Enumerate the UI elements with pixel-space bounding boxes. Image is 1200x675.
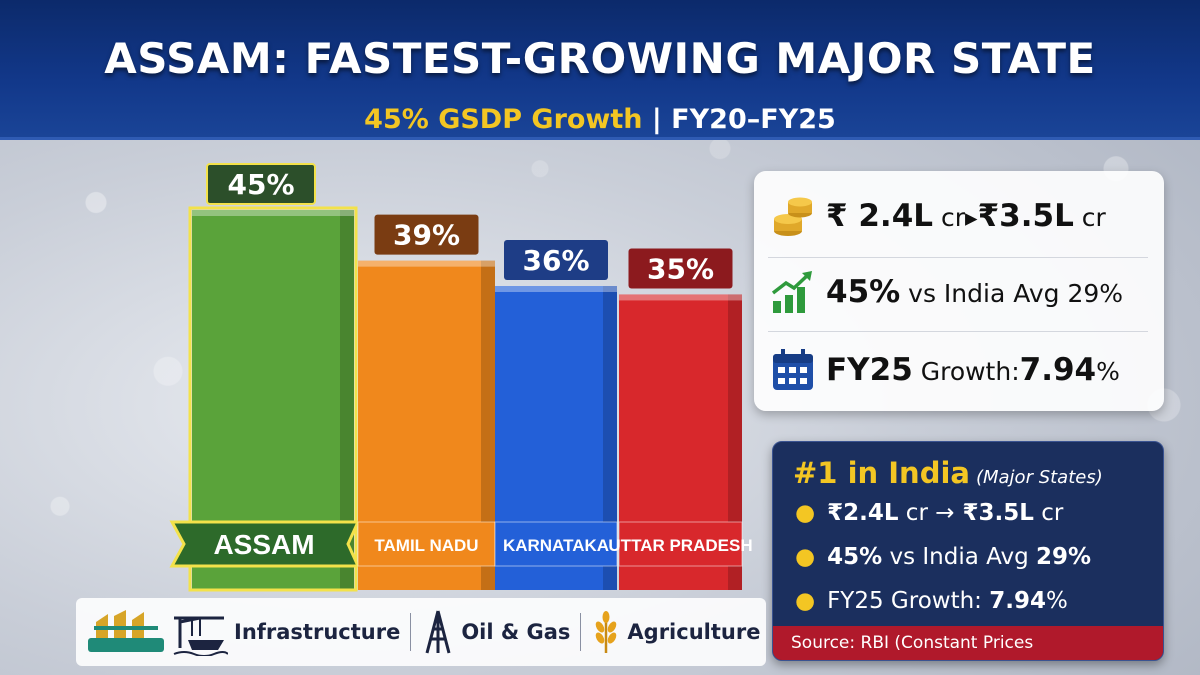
value-label: 36% xyxy=(522,244,589,277)
sector-infrastructure: Infrastructure xyxy=(170,598,400,666)
bar-top-highlight xyxy=(192,210,354,216)
rank-india-avg: 29% xyxy=(1036,544,1092,570)
stat-row-gsdp: ₹ 2.4L cr▸₹3.5L cr xyxy=(770,193,1155,239)
rank-gsdp-to: ₹3.5L xyxy=(954,500,1034,526)
rank-heading: #1 in India (Major States) xyxy=(793,456,1103,490)
rank-item-fy25: ● FY25 Growth: 7.94% xyxy=(795,588,1068,614)
stat-row-vs-india: 45% vs India Avg 29% xyxy=(770,269,1155,315)
rank-gsdp-to-unit: cr xyxy=(1033,500,1064,526)
growth-bar-chart: 45% ASSAM 39% TAMIL NADU 36% KARNATAKA 35% UTTA… xyxy=(169,163,753,592)
stat-row-fy25: FY25 Growth:7.94% xyxy=(770,347,1155,393)
crane-ship-icon xyxy=(173,616,228,656)
bullet-icon: ● xyxy=(795,500,816,526)
rank-card: #1 in India (Major States) ● ₹2.4L cr → ₹3… xyxy=(772,441,1164,661)
sector-strip: Infrastructure Oil & Gas Agriculture xyxy=(76,598,766,666)
value-label-box xyxy=(628,248,733,289)
rank-title: #1 in India xyxy=(793,456,970,490)
value-label-box xyxy=(504,240,608,280)
category-label: UTTAR PRADESH xyxy=(608,536,752,555)
vs-india-text: vs India Avg xyxy=(900,279,1068,308)
fy25-growth-value: 7.94 xyxy=(1019,352,1097,388)
value-label: 45% xyxy=(227,168,294,201)
rank-vs-text: vs India Avg xyxy=(882,544,1037,570)
india-avg-value: 29% xyxy=(1067,279,1124,308)
value-label-box xyxy=(374,214,479,255)
bar-top-highlight xyxy=(619,294,742,301)
subtitle-period: | FY20–FY25 xyxy=(642,104,836,135)
arrow-icon: ▸ xyxy=(965,203,978,232)
arrow-icon: → xyxy=(935,500,955,526)
sector-label-agriculture: Agriculture xyxy=(627,620,761,644)
category-label: KARNATAKA xyxy=(503,536,609,555)
header-banner: ASSAM: FASTEST-GROWING MAJOR STATE 45% G… xyxy=(0,0,1200,140)
sector-label-oil-gas: Oil & Gas xyxy=(461,620,571,644)
separator xyxy=(410,613,412,651)
value-label: 39% xyxy=(393,219,460,252)
rank-item-vs-india: ● 45% vs India Avg 29% xyxy=(795,544,1091,570)
oil-rig-icon xyxy=(425,610,451,654)
rank-fy25-text: FY25 Growth: xyxy=(827,588,990,614)
rank-fy25-unit: % xyxy=(1046,588,1068,614)
wheat-icon xyxy=(596,611,617,653)
coins-icon xyxy=(774,197,812,236)
calendar-icon xyxy=(773,349,813,390)
gsdp-to-unit: cr xyxy=(1073,203,1106,232)
growth-chart-icon xyxy=(771,271,812,313)
sector-agriculture: Agriculture xyxy=(591,598,760,666)
rank-gsdp-unit: cr xyxy=(898,500,936,526)
fy25-label: FY25 xyxy=(826,352,913,388)
divider xyxy=(768,257,1148,258)
fy25-growth-unit: % xyxy=(1096,357,1120,386)
bullet-icon: ● xyxy=(795,588,816,614)
bar-side-shade xyxy=(728,294,742,590)
category-label: TAMIL NADU xyxy=(374,536,478,555)
source-note: Source: RBI (Constant Prices xyxy=(773,626,1163,660)
rank-growth-value: 45% xyxy=(827,544,883,570)
bar-top-highlight xyxy=(495,286,617,292)
stat-card: ₹ 2.4L cr▸₹3.5L cr 45% vs India Avg 29% … xyxy=(754,171,1164,411)
divider xyxy=(768,331,1148,332)
gsdp-from-unit: cr xyxy=(933,203,966,232)
gsdp-to: ₹3.5L xyxy=(977,198,1074,234)
assam-emblem-icon xyxy=(88,610,164,652)
rank-subtitle: (Major States) xyxy=(975,467,1103,488)
bullet-icon: ● xyxy=(795,544,816,570)
category-label: ASSAM xyxy=(213,529,314,560)
rank-fy25-value: 7.94 xyxy=(989,588,1046,614)
sector-oil-gas: Oil & Gas xyxy=(421,598,570,666)
category-ribbon xyxy=(494,521,618,567)
rank-gsdp-from: ₹2.4L xyxy=(827,500,899,526)
bar-side-shade xyxy=(481,260,495,590)
growth-value: 45% xyxy=(826,274,901,310)
bar-top-highlight xyxy=(358,260,495,267)
separator xyxy=(580,613,582,651)
value-label: 35% xyxy=(647,252,714,285)
category-ribbon xyxy=(618,521,743,567)
sector-label-infrastructure: Infrastructure xyxy=(234,620,401,644)
rank-item-gsdp: ● ₹2.4L cr → ₹3.5L cr xyxy=(795,500,1063,526)
page-subtitle: 45% GSDP Growth | FY20–FY25 xyxy=(0,104,1200,135)
fy25-growth-text: Growth: xyxy=(912,357,1020,386)
bar-highlight-border xyxy=(188,206,358,592)
subtitle-highlight: 45% GSDP Growth xyxy=(364,104,643,135)
page-title: ASSAM: FASTEST-GROWING MAJOR STATE xyxy=(104,34,1096,83)
gsdp-from: ₹ 2.4L xyxy=(826,198,934,234)
bar-side-shade xyxy=(340,210,354,590)
bar-side-shade xyxy=(603,286,617,590)
value-label-box xyxy=(206,163,316,205)
